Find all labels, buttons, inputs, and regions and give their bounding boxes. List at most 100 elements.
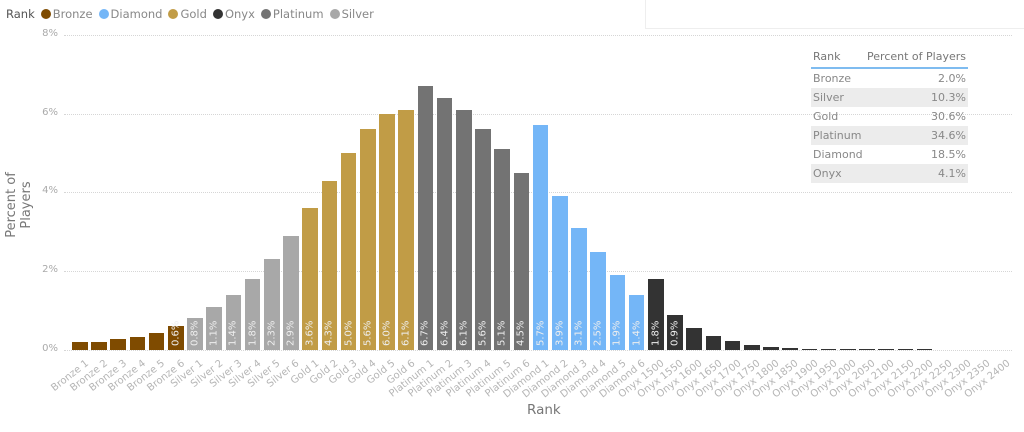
bar-onyx-2000[interactable] bbox=[840, 349, 856, 350]
bar-silver-3[interactable]: 1.4% bbox=[225, 294, 242, 350]
bar-value-label: 6.1% bbox=[458, 320, 470, 346]
bar-onyx-1750[interactable] bbox=[744, 344, 760, 350]
bar-value-label: 3.1% bbox=[573, 320, 585, 346]
bar-onyx-1950[interactable] bbox=[820, 349, 837, 350]
summary-table: Rank Percent of Players Bronze 2.0% Silver… bbox=[811, 46, 968, 183]
bar-diamond-3[interactable]: 3.1% bbox=[571, 227, 587, 350]
gridline bbox=[64, 113, 1012, 115]
bar-platinum-3[interactable]: 6.1% bbox=[456, 109, 472, 350]
legend-dot-icon bbox=[168, 9, 179, 19]
bar-silver-5[interactable]: 2.3% bbox=[264, 259, 280, 350]
bar-diamond-1[interactable]: 5.7% bbox=[532, 125, 549, 350]
cell-percent: 2.0% bbox=[938, 72, 966, 85]
bar-silver-6[interactable]: 2.9% bbox=[283, 235, 299, 350]
legend-item-gold[interactable]: Gold bbox=[168, 7, 207, 21]
y-tick-label: 0% bbox=[42, 343, 58, 354]
bar-platinum-6[interactable]: 4.5% bbox=[513, 172, 530, 350]
chart-legend: Rank Bronze Diamond Gold Onyx Platinum Silver bbox=[6, 5, 380, 23]
bar-bronze-1[interactable] bbox=[72, 342, 88, 350]
y-tick-label: 8% bbox=[42, 27, 58, 39]
table-row: Platinum 34.6% bbox=[811, 126, 968, 145]
bar-value-label: 4.3% bbox=[323, 320, 335, 346]
x-axis-label: Rank bbox=[527, 402, 561, 418]
legend-item-silver[interactable]: Silver bbox=[329, 7, 374, 21]
bar-diamond-5[interactable]: 1.9% bbox=[609, 275, 626, 350]
bar-value-label: 1.8% bbox=[247, 320, 259, 346]
bar-value-label: 4.5% bbox=[515, 320, 527, 346]
bar-onyx-2150[interactable] bbox=[897, 349, 914, 350]
bar-diamond-2[interactable]: 3.9% bbox=[552, 196, 568, 350]
bar-value-label: 2.5% bbox=[592, 320, 604, 346]
bar-onyx-2200[interactable] bbox=[916, 349, 933, 350]
bar-bronze-6[interactable]: 0.6% bbox=[168, 321, 184, 350]
bar-gold-4[interactable]: 5.6% bbox=[360, 129, 376, 350]
bar-onyx-1800[interactable] bbox=[763, 346, 779, 350]
cell-rank: Bronze bbox=[813, 72, 852, 85]
top-panel-box bbox=[645, 0, 1024, 29]
legend-label: Silver bbox=[341, 7, 374, 21]
legend-item-onyx[interactable]: Onyx bbox=[212, 7, 255, 21]
legend-label: Onyx bbox=[224, 7, 255, 21]
bar-value-label: 1.4% bbox=[227, 320, 239, 346]
cell-rank: Diamond bbox=[813, 148, 863, 161]
bar-value-label: 0.6% bbox=[170, 320, 182, 346]
bar-gold-1[interactable]: 3.6% bbox=[302, 208, 318, 350]
bar-silver-2[interactable]: 1.1% bbox=[206, 306, 222, 350]
bar-value-label: 6.7% bbox=[419, 320, 431, 346]
table-row: Onyx 4.1% bbox=[811, 164, 968, 183]
gridline bbox=[64, 34, 1012, 36]
bar-onyx-1550[interactable]: 0.9% bbox=[667, 314, 683, 350]
bar-gold-3[interactable]: 5.0% bbox=[340, 153, 357, 350]
bar-bronze-3[interactable] bbox=[110, 338, 126, 350]
bar-gold-2[interactable]: 4.3% bbox=[321, 180, 338, 350]
cell-percent: 4.1% bbox=[938, 167, 966, 180]
bar-value-label: 1.8% bbox=[650, 320, 662, 346]
bar-gold-5[interactable]: 6.0% bbox=[379, 113, 395, 350]
cell-rank: Onyx bbox=[813, 167, 842, 180]
bar-bronze-5[interactable] bbox=[148, 332, 165, 350]
bar-platinum-5[interactable]: 5.1% bbox=[494, 149, 510, 350]
bar-onyx-1650[interactable] bbox=[705, 335, 722, 350]
legend-dot-icon bbox=[40, 9, 51, 19]
bar-platinum-2[interactable]: 6.4% bbox=[436, 97, 453, 350]
bar-value-label: 6.1% bbox=[400, 320, 412, 346]
cell-percent: 34.6% bbox=[931, 129, 966, 142]
bar-value-label: 5.6% bbox=[362, 320, 374, 346]
table-row: Gold 30.6% bbox=[811, 107, 968, 126]
bar-onyx-2050[interactable] bbox=[859, 349, 875, 350]
legend-dot-icon bbox=[98, 9, 109, 19]
bar-diamond-6[interactable]: 1.4% bbox=[628, 294, 645, 350]
legend-dot-icon bbox=[212, 9, 223, 19]
legend-item-diamond[interactable]: Diamond bbox=[98, 7, 162, 21]
table-row: Bronze 2.0% bbox=[811, 69, 968, 88]
gridline bbox=[64, 350, 1012, 351]
bar-onyx-1500[interactable]: 1.8% bbox=[648, 279, 664, 350]
bar-value-label: 3.9% bbox=[554, 320, 566, 346]
bar-platinum-1[interactable]: 6.7% bbox=[417, 86, 434, 350]
legend-label: Gold bbox=[180, 7, 207, 21]
legend-item-platinum[interactable]: Platinum bbox=[260, 7, 324, 21]
y-tick-label: 4% bbox=[42, 185, 58, 197]
y-tick-label: 2% bbox=[42, 264, 58, 276]
bar-value-label: 1.9% bbox=[611, 320, 623, 346]
bar-silver-1[interactable]: 0.8% bbox=[187, 318, 203, 350]
bar-value-label: 6.4% bbox=[439, 320, 451, 346]
bar-onyx-1600[interactable] bbox=[686, 327, 702, 350]
bar-bronze-2[interactable] bbox=[91, 342, 107, 350]
bar-bronze-4[interactable] bbox=[129, 336, 146, 350]
bar-onyx-1900[interactable] bbox=[801, 348, 818, 350]
table-header: Rank Percent of Players bbox=[811, 46, 968, 69]
bar-onyx-1850[interactable] bbox=[782, 348, 798, 350]
bar-onyx-2100[interactable] bbox=[878, 349, 894, 350]
legend-item-bronze[interactable]: Bronze bbox=[40, 7, 93, 21]
bar-platinum-4[interactable]: 5.6% bbox=[475, 129, 491, 350]
bar-onyx-1700[interactable] bbox=[724, 340, 741, 350]
bar-value-label: 1.1% bbox=[208, 320, 220, 346]
bar-value-label: 0.9% bbox=[669, 320, 681, 346]
table-row: Silver 10.3% bbox=[811, 88, 968, 107]
bar-diamond-4[interactable]: 2.5% bbox=[590, 251, 606, 350]
legend-label: Platinum bbox=[272, 7, 324, 21]
bar-gold-6[interactable]: 6.1% bbox=[398, 109, 414, 350]
bar-silver-4[interactable]: 1.8% bbox=[244, 279, 261, 350]
